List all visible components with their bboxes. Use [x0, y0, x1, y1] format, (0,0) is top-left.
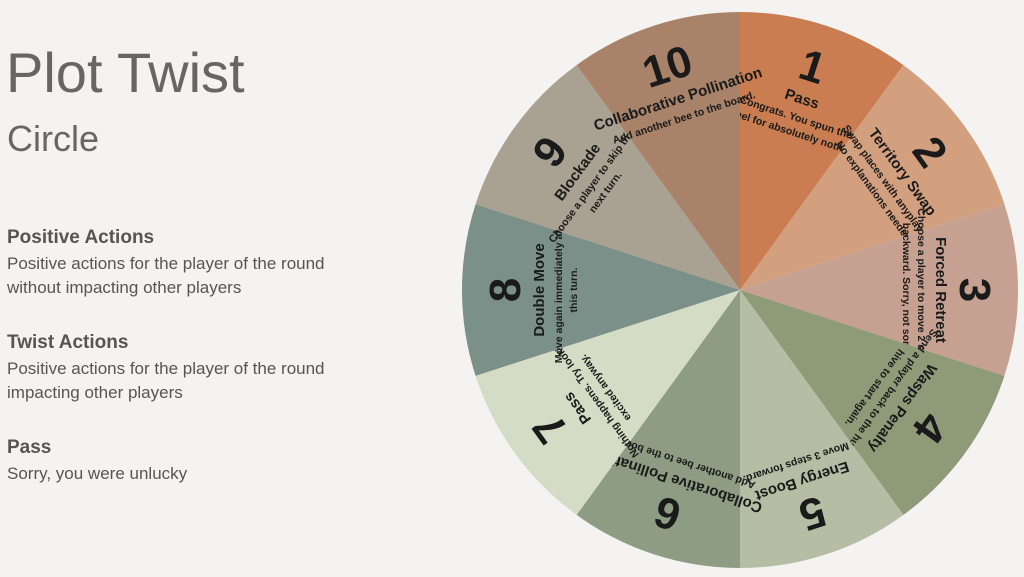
- section-heading: Twist Actions: [7, 332, 129, 353]
- section-pass: Pass Sorry, you were unlucky: [7, 437, 347, 486]
- wheel-segment-9: [475, 65, 740, 290]
- wheel-segment-6: [576, 290, 740, 568]
- section-positive-actions: Positive Actions Positive actions for th…: [7, 227, 347, 300]
- page-subtitle: Circle: [7, 118, 100, 159]
- wheel-segment-4: [740, 290, 1005, 515]
- segment-title: Double Move: [531, 243, 548, 336]
- wheel-segment-3: [740, 204, 1018, 376]
- section-heading: Positive Actions: [7, 227, 155, 248]
- wheel-segment-label-8: 8 Double Move Move again immediately after…: [481, 217, 580, 363]
- segment-description: Move again immediately after: [553, 217, 565, 363]
- section-text: Positive actions for the player of the r…: [7, 359, 325, 402]
- section-text: Positive actions for the player of the r…: [7, 254, 325, 297]
- wheel-segment-5: [740, 290, 904, 568]
- segment-number: 3: [950, 278, 999, 302]
- segment-description: backward. Sorry, not sorry.: [900, 223, 912, 357]
- wheel-segment-8: [461, 204, 740, 376]
- segment-number: 8: [481, 278, 530, 302]
- segment-description: this turn.: [568, 267, 580, 312]
- segment-description: Choose a player to move 2 steps: [915, 208, 927, 372]
- section-heading: Pass: [7, 437, 52, 458]
- wheel-segment-10: [576, 11, 740, 290]
- section-text: Sorry, you were unlucky: [7, 464, 188, 483]
- segment-title: Forced Retreat: [932, 237, 949, 343]
- wheel-segment-1: [740, 12, 904, 290]
- wheel-segment-7: [475, 290, 740, 515]
- wheel-segment-2: [740, 65, 1005, 290]
- page-title: Plot Twist: [6, 41, 245, 104]
- section-twist-actions: Twist Actions Positive actions for the p…: [7, 332, 347, 405]
